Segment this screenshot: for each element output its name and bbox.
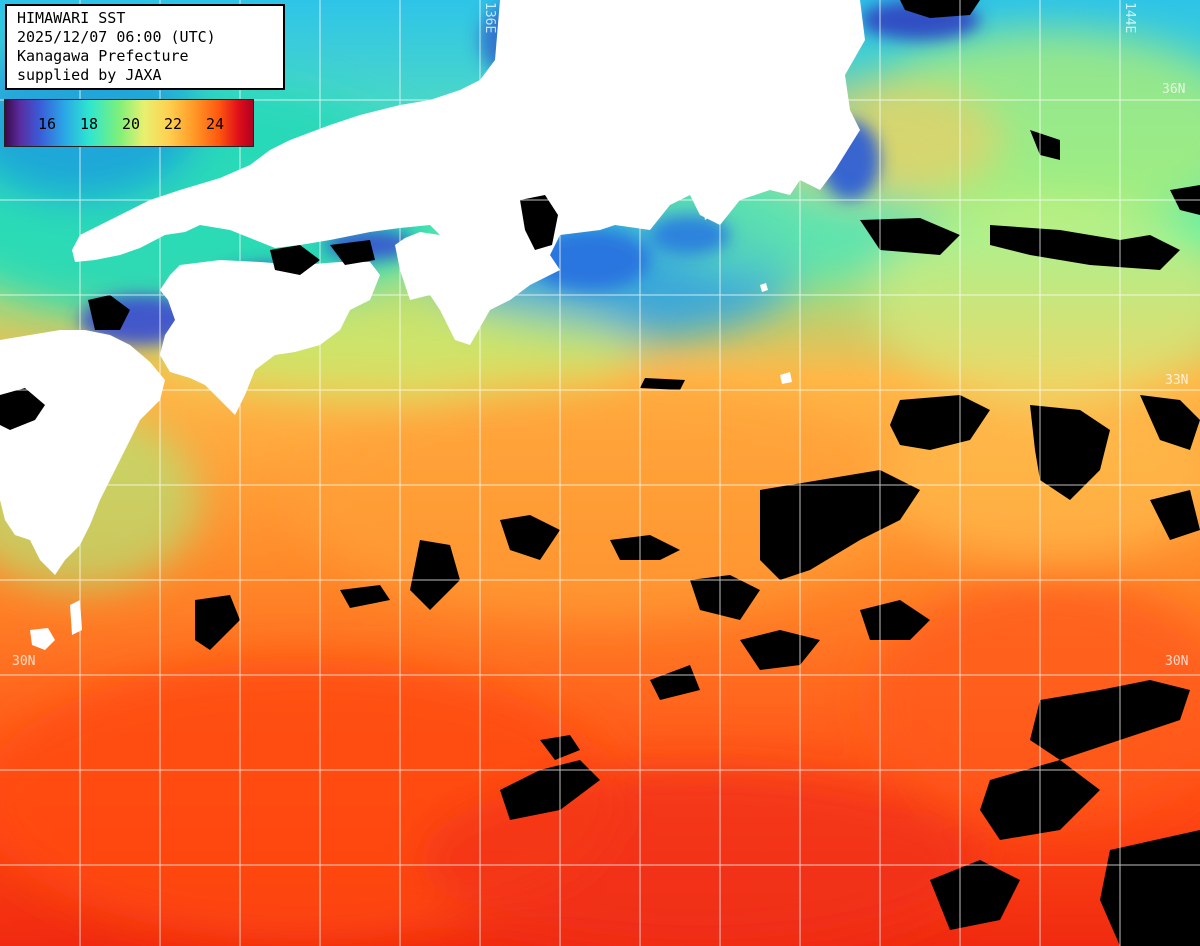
legend-tick-24: 24 bbox=[205, 115, 225, 133]
observation-time: 2025/12/07 06:00 (UTC) bbox=[17, 28, 216, 46]
legend-tick-16: 16 bbox=[37, 115, 57, 133]
lat-label-33n-right: 33N bbox=[1165, 373, 1189, 388]
legend-tick-18: 18 bbox=[79, 115, 99, 133]
info-box: HIMAWARI SST 2025/12/07 06:00 (UTC) Kana… bbox=[5, 4, 285, 90]
data-supplier: supplied by JAXA bbox=[17, 66, 162, 84]
lon-label-144e: 144E bbox=[1122, 2, 1137, 34]
lon-label-136e: 136E bbox=[482, 2, 497, 34]
publisher: Kanagawa Prefecture bbox=[17, 47, 189, 65]
product-title: HIMAWARI SST bbox=[17, 9, 126, 27]
lat-label-36n: 36N bbox=[1162, 82, 1186, 97]
lat-label-33-left: 33 bbox=[10, 373, 26, 388]
legend-tick-20: 20 bbox=[121, 115, 141, 133]
legend-tick-22: 22 bbox=[163, 115, 183, 133]
land-masses bbox=[0, 0, 865, 650]
lat-label-30n-left: 30N bbox=[12, 654, 36, 669]
temperature-color-scale: 16 18 20 22 24 bbox=[4, 99, 254, 147]
lat-label-30n-right: 30N bbox=[1165, 654, 1189, 669]
